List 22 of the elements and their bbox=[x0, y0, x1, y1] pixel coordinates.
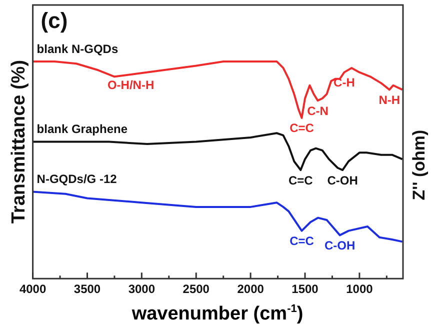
x-tick-label: 3500 bbox=[74, 282, 101, 296]
annotation: C=C bbox=[290, 234, 314, 248]
x-axis-title: wavenumber (cm$^{-1}$) bbox=[130, 303, 304, 326]
text: Z'' (ohm) bbox=[410, 130, 429, 200]
annotation: O-H/N-H bbox=[107, 78, 154, 92]
series-label: blank Graphene bbox=[36, 122, 128, 136]
x-tick-label: 2000 bbox=[237, 282, 264, 296]
x-tick-label: 3000 bbox=[128, 282, 156, 296]
annotation: C-N bbox=[307, 104, 328, 118]
annotation: N-H bbox=[378, 93, 400, 107]
y-axis-title: Transmittance (%) bbox=[8, 60, 30, 224]
series-label: blank N-GQDs bbox=[36, 42, 118, 56]
annotation: C-OH bbox=[327, 173, 358, 188]
annotation: C=C bbox=[290, 121, 314, 136]
annotation: C-OH bbox=[324, 238, 356, 252]
text: (c) bbox=[40, 8, 68, 34]
x-tick-label: 2500 bbox=[182, 282, 210, 296]
x-tick-label: 4000 bbox=[19, 282, 46, 296]
annotation: C=C bbox=[288, 173, 314, 188]
x-tick-label: 1500 bbox=[292, 282, 319, 296]
series-label: N-GQDs/G -12 bbox=[36, 172, 118, 186]
x-tick-label: 1000 bbox=[346, 282, 374, 296]
